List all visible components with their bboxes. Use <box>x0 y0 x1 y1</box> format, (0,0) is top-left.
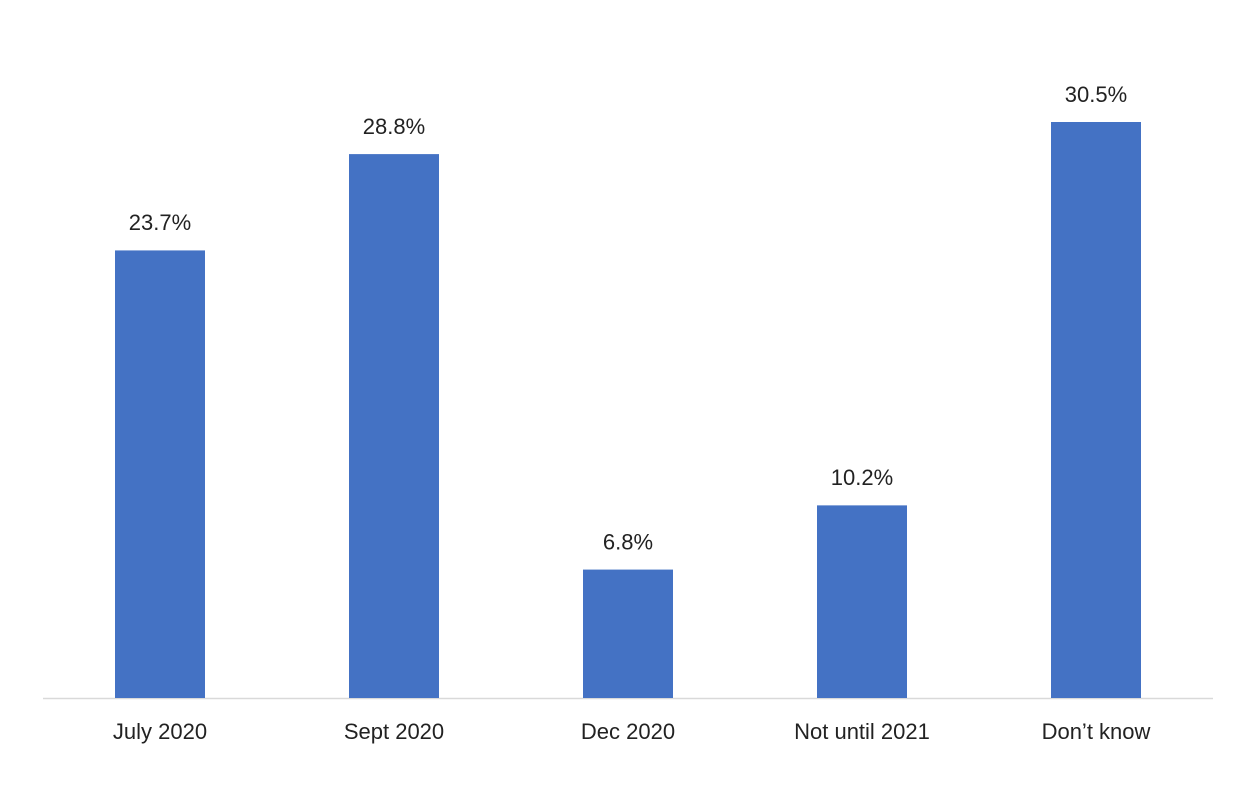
x-tick-label: Sept 2020 <box>344 719 444 744</box>
x-tick-label: July 2020 <box>113 719 207 744</box>
data-label: 6.8% <box>603 529 653 554</box>
x-tick-label: Don’t know <box>1042 719 1151 744</box>
bar <box>1051 122 1141 698</box>
bar <box>115 250 205 698</box>
x-tick-label: Dec 2020 <box>581 719 675 744</box>
data-label: 30.5% <box>1065 82 1127 107</box>
data-label: 28.8% <box>363 114 425 139</box>
data-label: 10.2% <box>831 465 893 490</box>
x-tick-label: Not until 2021 <box>794 719 930 744</box>
bar <box>583 569 673 698</box>
bar <box>817 505 907 698</box>
bar <box>349 154 439 698</box>
data-label: 23.7% <box>129 210 191 235</box>
